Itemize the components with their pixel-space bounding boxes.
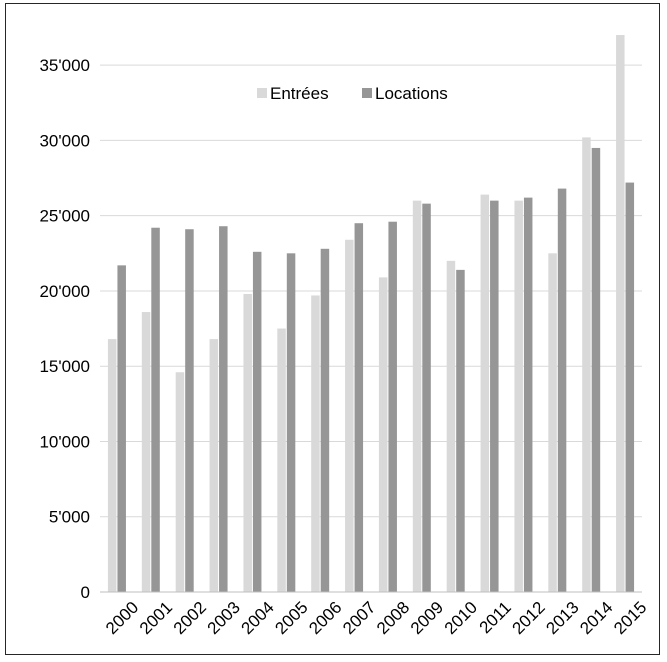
bar-entrees-2000: [107, 339, 117, 592]
x-tick-label: 2012: [509, 598, 549, 638]
bar-locations-2006: [320, 248, 330, 593]
x-tick-label: 2000: [102, 598, 142, 638]
bar-entrees-2007: [345, 239, 354, 592]
x-tick-label: 2009: [407, 598, 447, 638]
bar-locations-2003: [219, 226, 228, 592]
bar-locations-2011: [490, 200, 499, 592]
bar-entrees-2015: [616, 35, 625, 593]
x-tick-label: 2014: [576, 598, 616, 638]
y-axis-tick-labels: 0 5'000 10'000 15'000 20'000 25'000 30'000 35'0…: [39, 56, 90, 602]
bar-locations-2013: [557, 188, 567, 592]
bar-locations-2005: [286, 253, 296, 592]
legend-swatch: [362, 88, 372, 98]
bar-locations-2012: [523, 197, 533, 593]
y-tick-label: 20'000: [39, 282, 90, 301]
y-tick-label: 0: [81, 583, 90, 602]
bar-locations-2004: [252, 251, 262, 592]
bar-entrees-2013: [548, 253, 557, 592]
bar-entrees-2009: [412, 200, 422, 592]
bar-locations-2002: [185, 229, 194, 593]
y-tick-label: 10'000: [39, 432, 90, 451]
bar-entrees-2008: [378, 277, 388, 592]
x-tick-label: 2002: [170, 598, 210, 638]
bar-locations-2010: [456, 269, 465, 592]
bar-entrees-2012: [514, 200, 523, 592]
bar-entrees-2001: [141, 312, 151, 592]
bars: [107, 35, 635, 593]
bar-locations-2000: [117, 265, 126, 592]
legend-swatch: [257, 88, 267, 98]
x-tick-label: 2003: [204, 598, 244, 638]
bar-entrees-2011: [480, 194, 490, 592]
bar-entrees-2014: [582, 137, 591, 592]
bar-locations-2015: [625, 182, 635, 592]
legend-label: Entrées: [270, 84, 329, 103]
x-tick-label: 2005: [271, 598, 311, 638]
y-tick-label: 15'000: [39, 357, 90, 376]
x-tick-label: 2006: [305, 598, 345, 638]
x-axis-tick-labels: 2000200120022003200420052006200720082009…: [102, 598, 650, 638]
bar-entrees-2010: [446, 260, 456, 592]
bar-locations-2001: [151, 227, 160, 592]
x-tick-label: 2004: [238, 598, 278, 638]
x-tick-label: 2007: [339, 598, 379, 638]
bar-locations-2014: [591, 147, 601, 592]
x-tick-label: 2011: [476, 598, 515, 637]
x-tick-label: 2001: [136, 598, 176, 638]
x-tick-label: 2013: [542, 598, 582, 638]
bar-entrees-2002: [175, 372, 185, 592]
legend-label: Locations: [375, 84, 448, 103]
x-tick-label: 2010: [441, 598, 481, 638]
x-tick-label: 2015: [610, 598, 650, 638]
legend: Entrées Locations: [257, 84, 448, 103]
bar-entrees-2003: [209, 339, 219, 592]
y-tick-label: 35'000: [39, 56, 90, 75]
y-tick-label: 30'000: [39, 131, 90, 150]
x-tick-label: 2008: [373, 598, 413, 638]
bar-locations-2009: [422, 203, 431, 593]
bar-locations-2007: [354, 223, 364, 593]
bar-entrees-2004: [243, 293, 252, 592]
y-tick-label: 25'000: [39, 207, 90, 226]
bar-locations-2008: [388, 221, 397, 592]
y-tick-label: 5'000: [49, 508, 90, 527]
bar-entrees-2005: [277, 328, 286, 592]
bar-entrees-2006: [311, 295, 320, 592]
